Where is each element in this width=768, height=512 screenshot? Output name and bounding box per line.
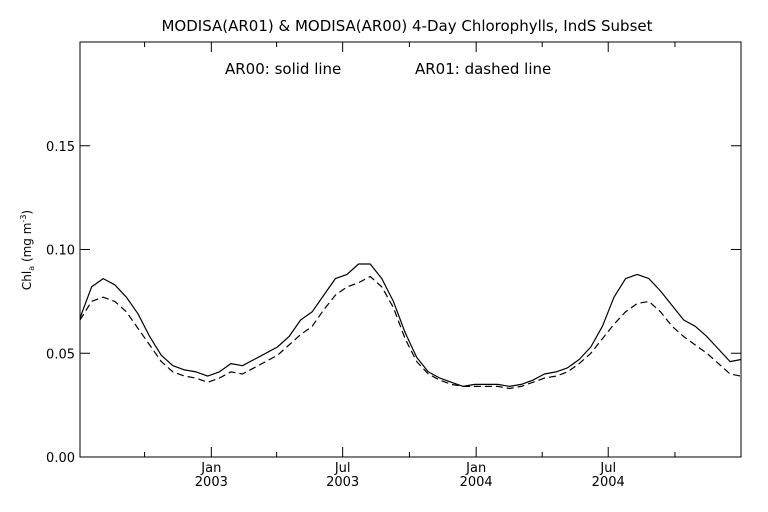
legend-solid-text: AR00: solid line bbox=[225, 60, 341, 78]
y-label-main: Chl bbox=[20, 271, 34, 290]
y-axis-label: Chla (mg m-3) bbox=[19, 210, 36, 290]
series-line-ar00 bbox=[79, 263, 742, 387]
plot-frame bbox=[79, 41, 742, 458]
y-label-unit-close: ) bbox=[20, 210, 34, 215]
x-tick-month-label: Jul bbox=[599, 461, 616, 476]
y-label-unit-open: (mg m bbox=[20, 223, 34, 266]
plot-area bbox=[79, 263, 742, 390]
x-tick-month-label: Jul bbox=[334, 461, 351, 476]
y-label-sup: -3 bbox=[19, 215, 28, 223]
x-tick-year-label: 2003 bbox=[326, 475, 359, 490]
y-axis: 0.00 0.05 0.10 0.15 bbox=[46, 140, 741, 466]
series-line-ar01 bbox=[79, 275, 742, 390]
y-label-sub: a bbox=[27, 266, 36, 271]
y-tick-label: 0.05 bbox=[46, 347, 75, 362]
x-tick-year-label: 2004 bbox=[592, 475, 625, 490]
legend-dashed-text: AR01: dashed line bbox=[415, 60, 551, 78]
x-tick-month-label: Jan bbox=[200, 461, 221, 476]
x-tick-year-label: 2004 bbox=[460, 475, 493, 490]
y-tick-label: 0.00 bbox=[46, 451, 75, 466]
chart-title: MODISA(AR01) & MODISA(AR00) 4-Day Chloro… bbox=[161, 17, 652, 35]
x-tick-month-label: Jan bbox=[465, 461, 486, 476]
x-tick-year-label: 2003 bbox=[195, 475, 228, 490]
y-tick-label: 0.15 bbox=[46, 140, 75, 155]
y-tick-label: 0.10 bbox=[46, 244, 75, 259]
